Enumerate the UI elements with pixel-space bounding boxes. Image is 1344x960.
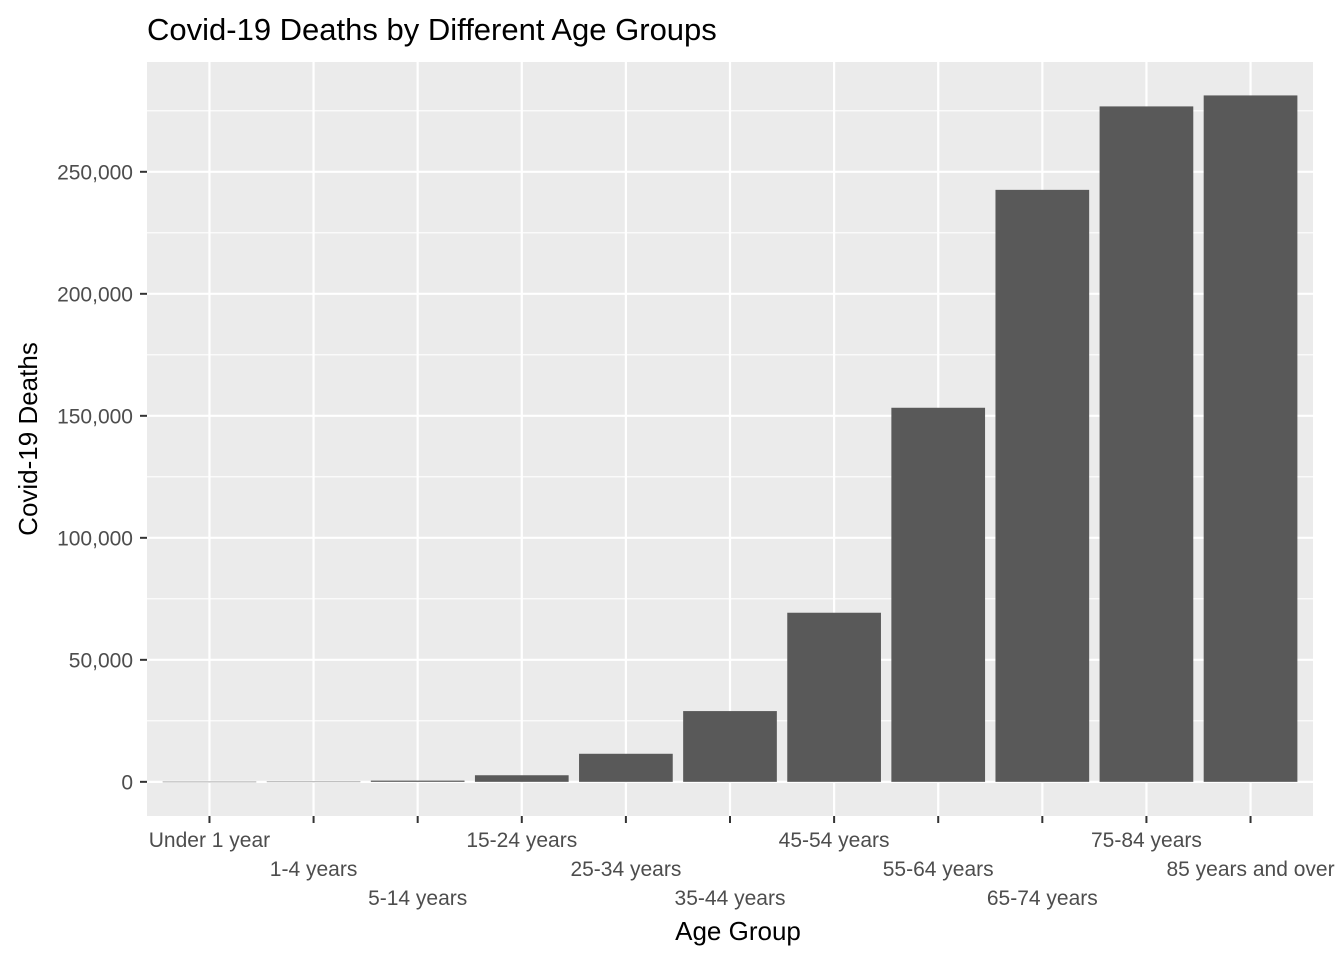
chart-title: Covid-19 Deaths by Different Age Groups [147,12,717,47]
y-tick-label: 200,000 [57,283,133,306]
x-tick-label: 45-54 years [779,829,890,852]
y-tick-label: 50,000 [69,649,133,672]
bar [787,612,881,782]
y-tick-label: 150,000 [57,405,133,428]
x-tick-label: 35-44 years [675,887,786,910]
x-tick-label: 15-24 years [466,829,577,852]
x-tick-label: 85 years and over [1166,858,1334,881]
y-tick-label: 250,000 [57,161,133,184]
bar [162,781,257,783]
bars [162,95,1298,783]
x-tick-label: 65-74 years [987,887,1098,910]
bar [579,753,673,782]
bar [1203,95,1298,782]
x-tick-label: 1-4 years [270,858,358,881]
bar [683,711,777,782]
y-tick-label: 0 [121,771,133,794]
bar [891,407,986,782]
bar [474,775,569,782]
x-axis-title: Age Group [675,916,801,946]
x-tick-label: Under 1 year [149,829,270,852]
x-tick-label: 25-34 years [570,858,681,881]
bar [266,781,361,783]
x-tick-label: 75-84 years [1091,829,1202,852]
y-tick-label: 100,000 [57,527,133,550]
y-axis: 0 50,000 100,000 150,000 200,000 250,000 [57,161,147,794]
bar [1099,106,1194,782]
x-tick-label: 5-14 years [368,887,467,910]
x-tick-label: 55-64 years [883,858,994,881]
bar [995,189,1090,782]
y-axis-title: Covid-19 Deaths [13,342,43,536]
bar [370,780,465,782]
